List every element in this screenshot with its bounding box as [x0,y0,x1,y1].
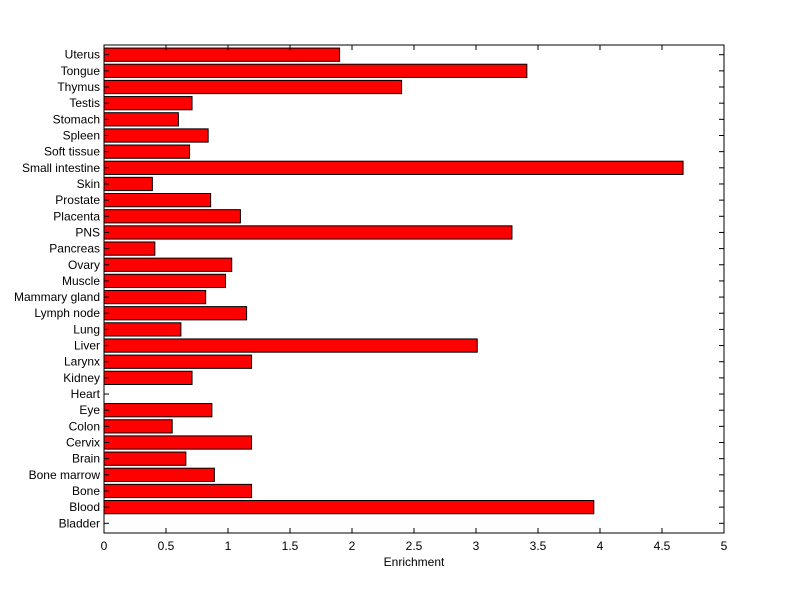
x-tick-label: 2 [349,539,356,553]
bar-eye [103,403,213,418]
x-tick-label: 4.5 [654,539,671,553]
category-label: Testis [69,96,100,110]
bar-stomach [103,112,179,127]
category-label: Skin [77,177,100,191]
x-tick-label: 0 [101,539,108,553]
plot-area-frame [103,44,725,534]
category-labels: Uterus Tongue Thymus Testis Stomach Spleen Sof… [14,48,101,531]
bar-small-intestine [103,160,684,175]
category-label: Lung [73,322,100,336]
bar-blood [103,500,595,515]
category-label: Stomach [53,112,100,126]
bar-prostate [103,193,212,208]
category-label: Tongue [61,64,101,78]
bar-kidney [103,370,193,385]
category-label: Bone [72,484,100,498]
bar-bone-marrow [103,467,215,482]
category-label: Blood [69,500,100,514]
bar-lymph-node [103,306,248,321]
x-tick-label: 2.5 [406,539,423,553]
category-label: Ovary [68,258,100,272]
category-label: Spleen [63,128,100,142]
category-label: PNS [75,225,100,239]
category-label: Bladder [59,516,100,530]
category-label: Prostate [55,193,100,207]
category-label: Lymph node [34,306,100,320]
bar-spleen [103,128,209,143]
category-label: Muscle [62,274,100,288]
bar-lung [103,322,182,337]
bars-group [103,47,684,515]
category-label: Colon [69,419,100,433]
x-axis-title: Enrichment [384,555,445,569]
bar-ovary [103,257,233,272]
category-label: Mammary gland [14,290,100,304]
category-label: Small intestine [22,161,100,175]
bar-placenta [103,209,241,224]
x-tick-label: 1.5 [282,539,299,553]
category-label: Brain [72,452,100,466]
category-label: Larynx [64,355,100,369]
bar-bone [103,483,253,499]
bar-soft-tissue [103,144,191,159]
ticks-group [103,45,725,533]
bar-colon [103,419,173,434]
bar-larynx [103,354,253,369]
bar-muscle [103,273,227,289]
x-tick-label: 0.5 [158,539,175,553]
bar-testis [103,96,193,111]
category-label: Cervix [66,436,100,450]
category-label: Eye [79,403,100,417]
x-tick-label: 3 [473,539,480,553]
category-label: Placenta [53,209,100,223]
category-label: Thymus [57,80,100,94]
category-label: Liver [74,339,100,353]
bar-tongue [103,63,528,78]
x-tick-label: 3.5 [530,539,547,553]
bar-pns [103,225,513,240]
bar-skin [103,176,153,192]
category-label: Kidney [63,371,100,385]
category-label: Pancreas [49,242,100,256]
bar-thymus [103,79,403,95]
bar-liver [103,338,478,353]
category-label: Soft tissue [44,145,100,159]
x-tick-labels: 0 0.5 1 1.5 2 2.5 3 3.5 4 4.5 5 [101,539,728,553]
bar-mammary-gland [103,289,207,305]
bar-cervix [103,435,253,450]
category-label: Bone marrow [29,468,101,482]
bar-pancreas [103,241,156,256]
category-label: Heart [71,387,101,401]
x-tick-label: 5 [721,539,728,553]
category-label: Uterus [65,48,100,62]
bar-uterus [103,47,341,62]
x-tick-label: 1 [225,539,232,553]
x-tick-label: 4 [597,539,604,553]
bar-brain [103,451,187,466]
